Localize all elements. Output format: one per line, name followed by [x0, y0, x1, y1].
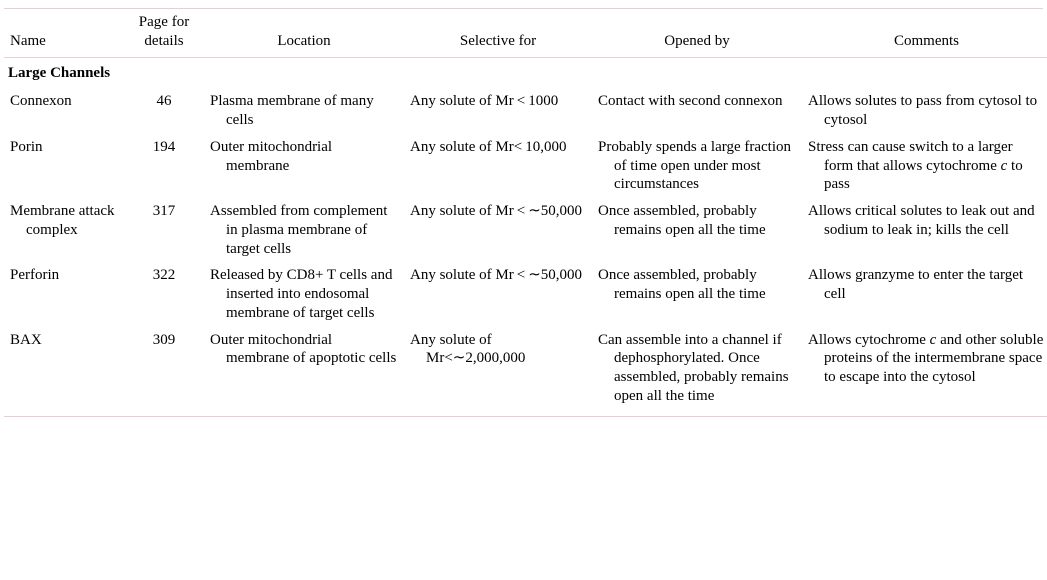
cell-comments: Allows cytochrome c and other soluble pr… [802, 327, 1047, 410]
cell-page: 194 [124, 134, 204, 198]
cell-name: Membrane attack complex [4, 198, 124, 262]
cell-opened: Once assembled, probably remains open al… [592, 198, 802, 262]
cell-location: Released by CD8+ T cells and inserted in… [204, 262, 404, 326]
cell-name: Perforin [4, 262, 124, 326]
table-row: Membrane attack complex 317 Assembled fr… [4, 198, 1047, 262]
cell-location: Assembled from complement in plasma memb… [204, 198, 404, 262]
cell-opened: Can assemble into a channel if dephospho… [592, 327, 802, 410]
cell-selective: Any solute of Mr<∼2,000,000 [404, 327, 592, 410]
col-header-location: Location [204, 9, 404, 57]
cell-selective: Any solute of Mr < ∼50,000 [404, 262, 592, 326]
cell-comments: Allows granzyme to enter the target cell [802, 262, 1047, 326]
cell-name: Porin [4, 134, 124, 198]
cell-page: 309 [124, 327, 204, 410]
col-header-opened: Opened by [592, 9, 802, 57]
table-row: Perforin 322 Released by CD8+ T cells an… [4, 262, 1047, 326]
cell-selective: Any solute of Mr < 1000 [404, 88, 592, 134]
channels-table: Name Page for details Location Selective… [4, 9, 1047, 417]
cell-comments: Allows critical solutes to leak out and … [802, 198, 1047, 262]
cell-location: Outer mitochondrial membrane [204, 134, 404, 198]
table-row: Connexon 46 Plasma membrane of many cell… [4, 88, 1047, 134]
section-heading: Large Channels [4, 58, 1047, 89]
bottom-rule [4, 416, 1047, 417]
cell-location: Plasma membrane of many cells [204, 88, 404, 134]
col-header-selective: Selective for [404, 9, 592, 57]
cell-opened: Once assembled, probably remains open al… [592, 262, 802, 326]
cell-name: BAX [4, 327, 124, 410]
cell-page: 46 [124, 88, 204, 134]
cell-location: Outer mitochondrial membrane of apoptoti… [204, 327, 404, 410]
col-header-page: Page for details [124, 9, 204, 57]
channels-table-wrap: Name Page for details Location Selective… [0, 0, 1047, 417]
table-head: Name Page for details Location Selective… [4, 9, 1047, 57]
table-row: Porin 194 Outer mitochondrial membrane A… [4, 134, 1047, 198]
cell-opened: Contact with second connexon [592, 88, 802, 134]
col-header-comments: Comments [802, 9, 1047, 57]
cell-page: 317 [124, 198, 204, 262]
table-row: BAX 309 Outer mitochondrial membrane of … [4, 327, 1047, 410]
cell-page: 322 [124, 262, 204, 326]
col-header-name: Name [4, 9, 124, 57]
cell-name: Connexon [4, 88, 124, 134]
cell-comments: Allows solutes to pass from cytosol to c… [802, 88, 1047, 134]
cell-selective: Any solute of Mr < ∼50,000 [404, 198, 592, 262]
cell-opened: Probably spends a large fraction of time… [592, 134, 802, 198]
cell-selective: Any solute of Mr< 10,000 [404, 134, 592, 198]
cell-comments: Stress can cause switch to a larger form… [802, 134, 1047, 198]
